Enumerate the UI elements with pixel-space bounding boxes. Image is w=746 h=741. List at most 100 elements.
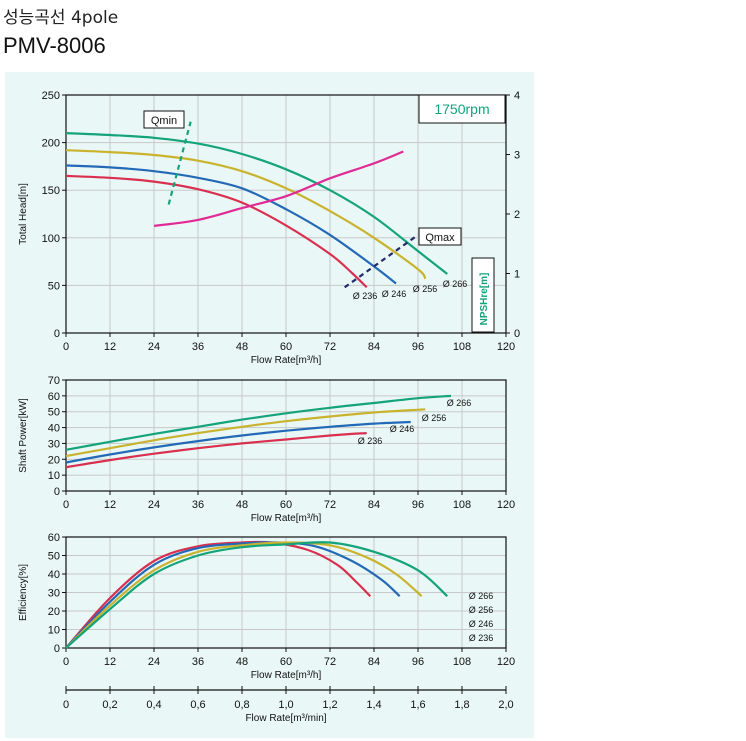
head-chart: 0 12 24 36 48 60 72 84 96 108 120050100150200250Fl… xyxy=(18,90,520,366)
power-line-d236 xyxy=(65,432,367,469)
power-ytick-label: 10 xyxy=(48,470,60,482)
efficiency-line-d246 xyxy=(65,541,401,649)
qmin-label: Qmin xyxy=(151,115,177,127)
efficiency-line-d256 xyxy=(65,541,423,649)
power-ylabel: Shaft Power[kW] xyxy=(18,398,29,473)
flow-min-tick-label: 1,6 xyxy=(410,699,425,711)
efficiency-xtick-label: 72 xyxy=(324,656,336,668)
head-line-d266 xyxy=(65,132,448,275)
efficiency-diameter-label: Ø 246 xyxy=(469,619,494,629)
qmax-label: Qmax xyxy=(425,232,455,244)
power-line-d256 xyxy=(65,408,426,458)
head-ytick-label: 0 xyxy=(54,328,60,340)
power-xtick-label: 120 xyxy=(497,499,515,511)
efficiency-xtick-label: 0 xyxy=(63,656,69,668)
power-ytick-label: 40 xyxy=(48,423,60,435)
head-y2tick-label: 1 xyxy=(514,269,520,281)
chart-panel xyxy=(5,72,534,738)
efficiency-ytick-label: 10 xyxy=(48,625,60,637)
head-diameter-label: Ø 256 xyxy=(413,284,438,294)
flow-min-tick-label: 0,8 xyxy=(234,699,249,711)
head-ylabel: Total Head[m] xyxy=(18,183,29,245)
qmax-line xyxy=(344,234,419,289)
efficiency-xtick-label: 108 xyxy=(453,656,471,668)
flow-min-axis: 0 0,2 0,4 0,6 0,8 1,0 1,2 1,4 1,6 1,8 2,0 Flow Rate… xyxy=(63,686,514,724)
power-ytick-label: 50 xyxy=(48,407,60,419)
flow-min-tick-label: 1,8 xyxy=(454,699,469,711)
head-y2tick-label: 2 xyxy=(514,209,520,221)
flow-min-tick-label: 2,0 xyxy=(498,699,513,711)
efficiency-xtick-label: 48 xyxy=(236,656,248,668)
efficiency-diameter-label: Ø 256 xyxy=(469,605,494,615)
power-xtick-label: 72 xyxy=(324,499,336,511)
power-ytick-label: 60 xyxy=(48,391,60,403)
npsh-curve xyxy=(153,150,404,227)
efficiency-ytick-label: 20 xyxy=(48,606,60,618)
flow-min-xlabel: Flow Rate[m³/min] xyxy=(245,713,326,724)
efficiency-xtick-label: 24 xyxy=(148,656,160,668)
flow-min-tick-label: 0,2 xyxy=(102,699,117,711)
efficiency-diameter-label: Ø 236 xyxy=(469,633,494,643)
efficiency-line-d266 xyxy=(65,541,449,649)
power-diameter-label: Ø 236 xyxy=(358,436,383,446)
efficiency-line-d236 xyxy=(65,540,372,649)
efficiency-xtick-label: 12 xyxy=(104,656,116,668)
qmin-line xyxy=(167,121,192,205)
head-line-d246 xyxy=(65,164,397,285)
power-xtick-label: 0 xyxy=(63,499,69,511)
efficiency-ytick-label: 40 xyxy=(48,569,60,581)
power-xlabel: Flow Rate[m³/h] xyxy=(251,513,322,524)
head-line-d236 xyxy=(65,174,368,289)
efficiency-xtick-label: 84 xyxy=(368,656,380,668)
efficiency-ylabel: Efficiency[%] xyxy=(18,564,29,621)
head-ytick-label: 150 xyxy=(42,185,60,197)
flow-min-tick-label: 1,4 xyxy=(366,699,381,711)
head-line-d256 xyxy=(65,149,427,280)
head-xtick-label: 48 xyxy=(236,341,248,353)
head-ytick-label: 100 xyxy=(42,233,60,245)
npsh-label-box xyxy=(471,257,495,333)
qmax-label-box xyxy=(418,227,462,246)
power-xtick-label: 12 xyxy=(104,499,116,511)
head-xtick-label: 108 xyxy=(453,341,471,353)
power-xtick-label: 24 xyxy=(148,499,160,511)
flow-min-tick-label: 1,2 xyxy=(322,699,337,711)
power-chart: 0 12 24 36 48 60 72 84 96 108 120 0 10 20 30 40 50 60 70 Fl… xyxy=(18,375,515,524)
power-xtick-label: 36 xyxy=(192,499,204,511)
power-ytick-label: 20 xyxy=(48,454,60,466)
rpm-label: 1750rpm xyxy=(434,101,489,117)
flow-min-tick-label: 0 xyxy=(63,699,69,711)
head-xtick-label: 84 xyxy=(368,341,380,353)
head-y2tick-label: 4 xyxy=(514,90,520,102)
power-diameter-label: Ø 256 xyxy=(422,413,447,423)
flow-min-tick-label: 1,0 xyxy=(278,699,293,711)
head-y2tick-label: 0 xyxy=(514,328,520,340)
efficiency-chart: 0 12 24 36 48 60 72 84 96 108 120 0 10 20 30 40 50 60 Flow… xyxy=(18,532,515,681)
head-xtick-label: 36 xyxy=(192,341,204,353)
model-title: PMV-8006 xyxy=(3,33,106,58)
power-xtick-label: 60 xyxy=(280,499,292,511)
efficiency-xtick-label: 36 xyxy=(192,656,204,668)
efficiency-diameter-label: Ø 266 xyxy=(469,591,494,601)
power-diameter-label: Ø 266 xyxy=(447,398,472,408)
head-ytick-label: 200 xyxy=(42,138,60,150)
head-ytick-label: 50 xyxy=(48,280,60,292)
flow-min-tick-label: 0,6 xyxy=(190,699,205,711)
rpm-label-box xyxy=(418,94,506,124)
efficiency-ytick-label: 0 xyxy=(54,643,60,655)
efficiency-ytick-label: 30 xyxy=(48,588,60,600)
efficiency-ytick-label: 50 xyxy=(48,551,60,563)
head-diameter-label: Ø 246 xyxy=(382,289,407,299)
head-y2tick-label: 3 xyxy=(514,150,520,162)
power-ytick-label: 30 xyxy=(48,438,60,450)
power-xtick-label: 84 xyxy=(368,499,380,511)
power-ytick-label: 0 xyxy=(54,486,60,498)
flow-min-tick-label: 0,4 xyxy=(146,699,161,711)
qmin-label-box xyxy=(143,110,185,129)
power-xtick-label: 108 xyxy=(453,499,471,511)
chart-subtitle: 성능곡선 4pole xyxy=(3,8,119,28)
head-xtick-label: 12 xyxy=(104,341,116,353)
head-xtick-label: 72 xyxy=(324,341,336,353)
head-xlabel: Flow Rate[m³/h] xyxy=(251,355,322,366)
